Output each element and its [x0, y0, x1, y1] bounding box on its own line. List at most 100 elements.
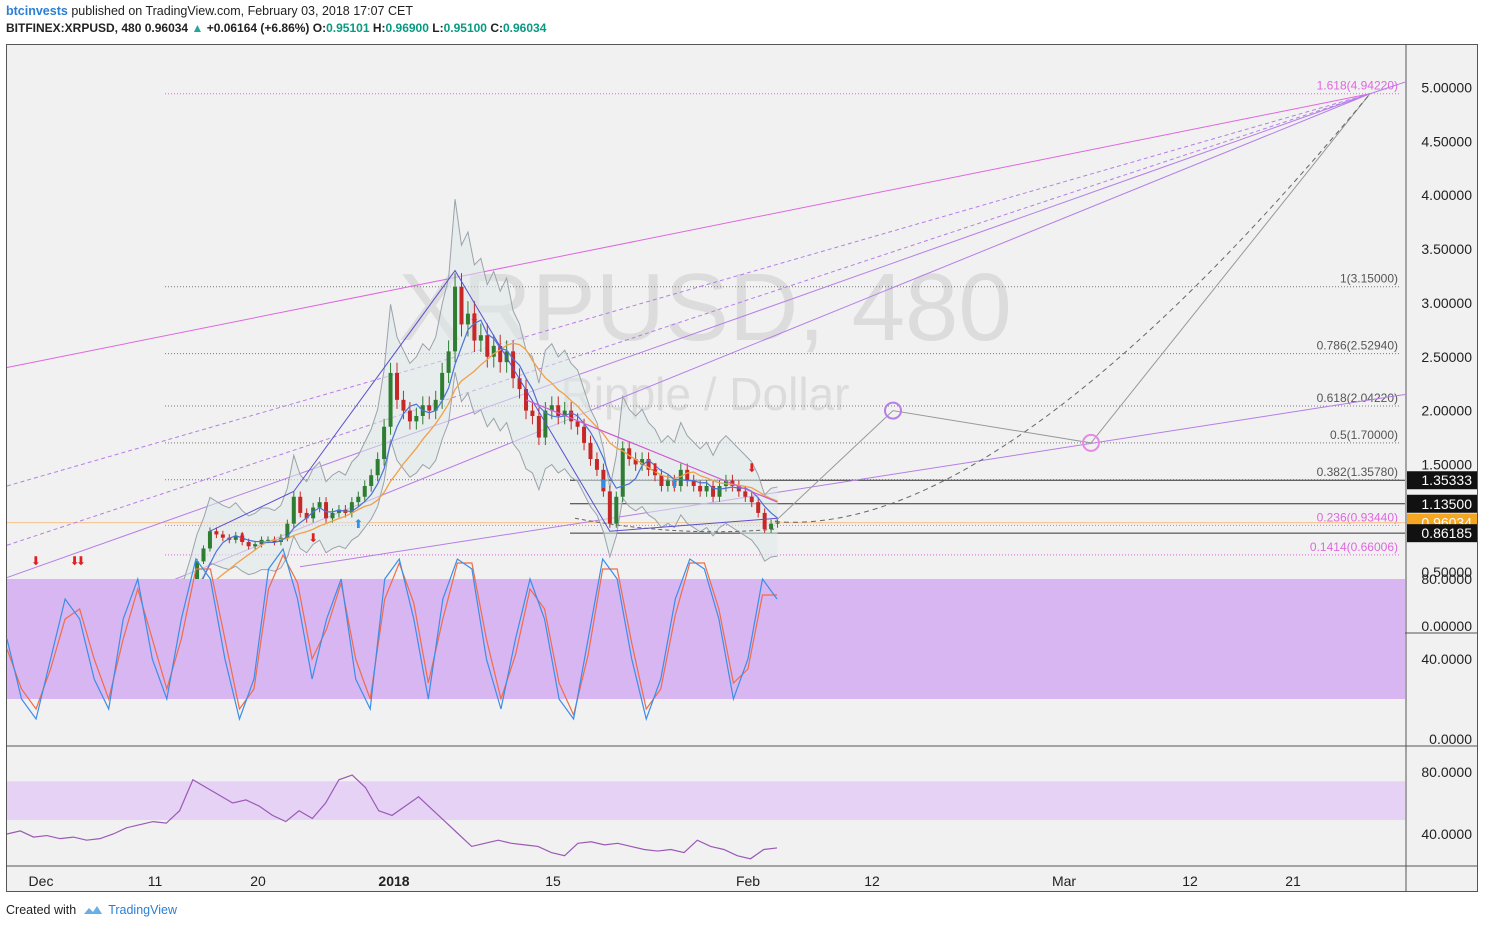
candle-body — [382, 426, 387, 460]
rsi-tick-label: 40.0000 — [1421, 826, 1472, 842]
stoch-tick-label: 0.0000 — [1429, 731, 1472, 747]
candle-body — [459, 286, 464, 325]
target-circle — [1082, 433, 1100, 452]
candle-body — [349, 502, 354, 513]
projection-curve — [774, 93, 1371, 523]
bollinger-fill — [10, 199, 778, 618]
x-tick-label: Feb — [736, 873, 760, 889]
tradingview-brand: TradingView — [108, 903, 177, 917]
downtrend-line — [525, 399, 778, 503]
price-marker-box — [1407, 471, 1477, 490]
candle-body — [246, 541, 251, 547]
candle-body — [285, 523, 290, 538]
stoch-tick-label: 80.0000 — [1421, 571, 1472, 587]
x-tick-label: 21 — [1285, 873, 1301, 889]
stoch-d-line — [6, 553, 777, 717]
rounding-curve — [574, 517, 776, 533]
publish-text: published on TradingView.com, February 0… — [71, 4, 413, 18]
sell-arrow-icon: ⬇ — [747, 461, 757, 475]
y-tick-label: 3.50000 — [1421, 241, 1472, 257]
candle-body — [633, 459, 638, 465]
candle-body — [659, 475, 664, 486]
candle-body — [369, 475, 374, 486]
candle-body — [336, 509, 341, 513]
x-tick-label: 15 — [545, 873, 561, 889]
candle-body — [594, 459, 599, 470]
candle-body — [536, 415, 541, 438]
high-value: 0.96900 — [385, 21, 429, 35]
candle-body — [769, 523, 774, 530]
price-marker-label: 0.86185 — [1421, 525, 1472, 541]
chart-frame[interactable] — [6, 44, 1478, 892]
candle-body — [749, 496, 754, 503]
buy-arrow-icon: ⬆ — [669, 477, 679, 491]
low-value: 0.95100 — [443, 21, 487, 35]
stoch-k-line — [6, 547, 778, 722]
candle-body — [569, 410, 574, 422]
candle-body — [304, 512, 309, 519]
candle-body — [453, 286, 458, 352]
price-marker-box — [1407, 494, 1477, 513]
candle-body — [272, 539, 277, 542]
low-label: L: — [432, 21, 444, 35]
candle-body — [743, 491, 748, 497]
rsi-line — [6, 774, 778, 860]
candle-body — [440, 372, 445, 400]
rsi-tick-label: 80.0000 — [1421, 764, 1472, 780]
sell-arrow-icon: ⬇ — [650, 461, 660, 475]
candle-body — [330, 512, 335, 519]
candle-body — [207, 531, 212, 549]
candle-body — [588, 442, 593, 460]
high-label: H: — [372, 21, 386, 35]
candle-body — [704, 485, 709, 492]
candle-body — [530, 410, 535, 416]
open-value: 0.95101 — [326, 21, 370, 35]
price-marker-box — [1407, 524, 1477, 543]
y-tick-label: 0.00000 — [1421, 618, 1472, 634]
candle-body — [491, 345, 496, 357]
publish-info: btcinvests published on TradingView.com,… — [6, 3, 413, 20]
close-label: C: — [490, 21, 503, 35]
candle-body — [427, 405, 432, 411]
candle-body — [407, 410, 412, 422]
candle-body — [478, 335, 483, 341]
candle-body — [627, 448, 632, 460]
candle-body — [672, 480, 677, 486]
y-tick-label: 3.00000 — [1421, 295, 1472, 311]
y-tick-label: 0.50000 — [1421, 564, 1472, 580]
tradingview-logo-icon — [84, 906, 103, 914]
x-tick-label: 2018 — [378, 873, 409, 889]
moving-average-line — [10, 342, 778, 601]
bollinger-upper — [10, 199, 778, 584]
candle-body — [214, 531, 219, 535]
candle-body — [543, 410, 548, 438]
candle-body — [414, 415, 419, 422]
candle-body — [653, 469, 657, 476]
candle-body — [395, 372, 399, 400]
candle-body — [640, 459, 645, 465]
x-tick-label: 20 — [250, 873, 266, 889]
watermark-name: Ripple / Dollar — [561, 368, 850, 420]
candle-body — [517, 378, 522, 390]
symbol-label: BITFINEX:XRPUSD, 480 — [6, 21, 142, 35]
candle-body — [556, 405, 561, 416]
sell-arrow-icon: ⬇ — [76, 554, 86, 568]
fib-label: 0.618(2.04220) — [1317, 391, 1398, 405]
fib-label: 0.382(1.35780) — [1317, 465, 1398, 479]
candle-body — [233, 535, 238, 540]
up-arrow-icon: ▲ — [191, 21, 204, 35]
fan-line — [6, 93, 1371, 579]
candle-body — [195, 561, 200, 581]
candle-body — [433, 399, 438, 411]
candle-body — [582, 426, 587, 443]
price-marker-label: 1.35333 — [1421, 472, 1472, 488]
open-label: O: — [312, 21, 327, 35]
buy-arrow-icon: ⬆ — [598, 477, 608, 491]
candle-body — [485, 335, 490, 357]
candle-body — [685, 469, 690, 481]
author-link[interactable]: btcinvests — [6, 4, 68, 18]
y-tick-label: 1.50000 — [1421, 456, 1472, 472]
candle-body — [324, 502, 329, 519]
tradingview-link[interactable]: TradingView — [82, 903, 177, 917]
